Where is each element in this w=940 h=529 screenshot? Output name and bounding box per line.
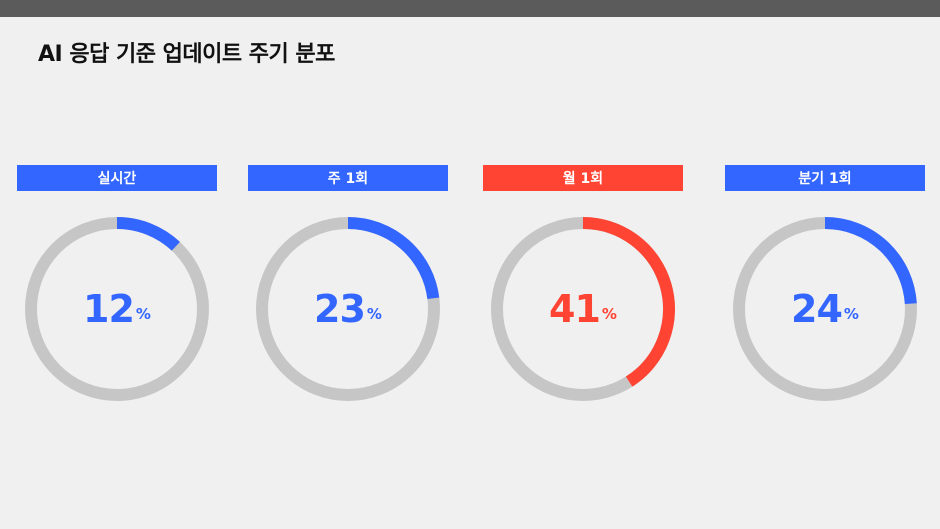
donut-card-quarterly: 분기 1회 24% [725, 165, 925, 415]
donut-chart [256, 217, 440, 401]
donut-chart [733, 217, 917, 401]
donut-card-realtime: 실시간 12% [17, 165, 217, 415]
donut-chart [491, 217, 675, 401]
category-label: 실시간 [17, 165, 217, 191]
category-label: 주 1회 [248, 165, 448, 191]
donut-segment [347, 217, 440, 300]
donut-segment [582, 217, 675, 387]
category-label: 월 1회 [483, 165, 683, 191]
donut-segment [824, 217, 917, 305]
donut-card-monthly: 월 1회 41% [483, 165, 683, 415]
category-label: 분기 1회 [725, 165, 925, 191]
page-title: AI 응답 기준 업데이트 주기 분포 [38, 42, 335, 67]
top-bar [0, 0, 940, 17]
donut-chart [25, 217, 209, 401]
donut-track [25, 217, 209, 401]
donut-card-weekly: 주 1회 23% [248, 165, 448, 415]
donut-segment [116, 217, 180, 251]
